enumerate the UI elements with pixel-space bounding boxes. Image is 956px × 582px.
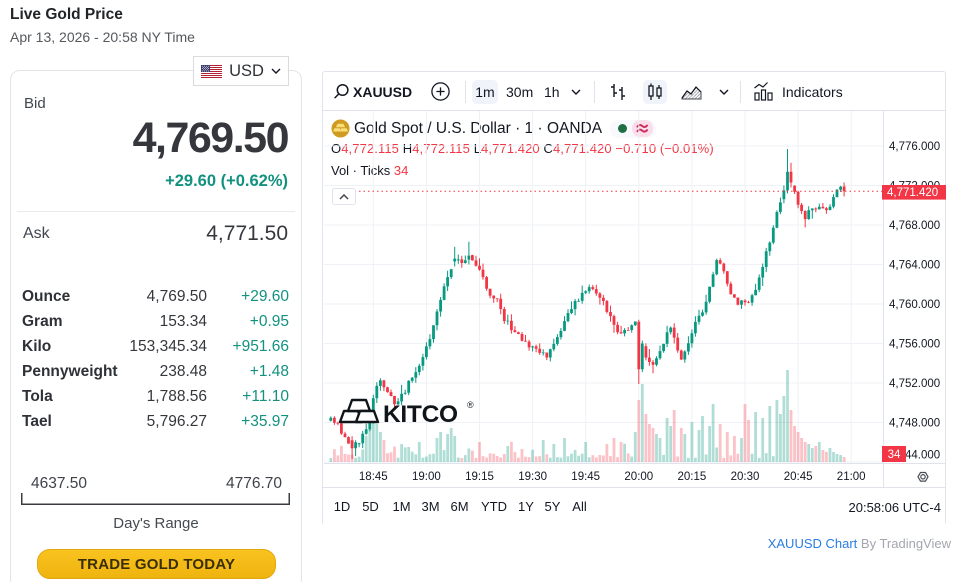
svg-text:20:30: 20:30: [731, 471, 760, 483]
svg-text:21:00: 21:00: [837, 471, 866, 483]
svg-text:34: 34: [888, 449, 901, 461]
svg-text:18:45: 18:45: [359, 471, 388, 483]
svg-text:®: ®: [467, 400, 474, 410]
svg-text:20:15: 20:15: [678, 471, 707, 483]
svg-text:19:15: 19:15: [465, 471, 494, 483]
svg-text:19:00: 19:00: [412, 471, 441, 483]
svg-text:20:00: 20:00: [624, 471, 653, 483]
svg-text:20:45: 20:45: [784, 471, 813, 483]
svg-text:4,752.000: 4,752.000: [889, 378, 940, 390]
svg-text:4,776.000: 4,776.000: [889, 141, 940, 153]
svg-text:KITCO: KITCO: [383, 401, 458, 428]
svg-text:4,768.000: 4,768.000: [889, 220, 940, 232]
svg-text:4,771.420: 4,771.420: [887, 187, 938, 199]
svg-text:4,756.000: 4,756.000: [889, 339, 940, 351]
svg-text:4,748.000: 4,748.000: [889, 418, 940, 430]
svg-text:19:45: 19:45: [571, 471, 600, 483]
svg-text:4,760.000: 4,760.000: [889, 299, 940, 311]
svg-text:4,764.000: 4,764.000: [889, 260, 940, 272]
svg-text:19:30: 19:30: [518, 471, 547, 483]
